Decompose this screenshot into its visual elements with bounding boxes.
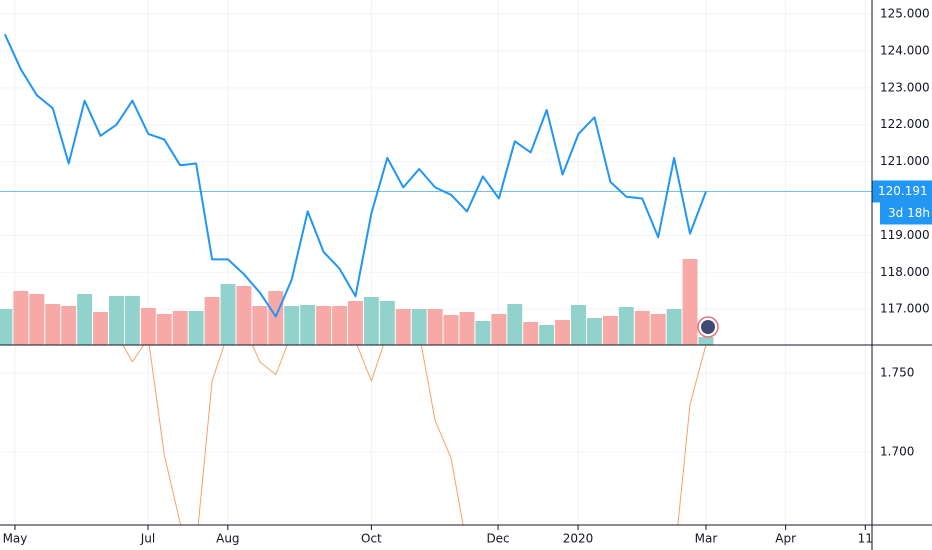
volume-bar (698, 337, 714, 345)
volume-bar (268, 291, 284, 345)
volume-bar (61, 306, 77, 345)
volume-bar (0, 309, 13, 345)
y-tick-label: 122.000 (880, 117, 930, 131)
y-tick-label: 118.000 (880, 265, 930, 279)
y-tick-label: 123.000 (880, 80, 930, 94)
x-tick-label: Mar (695, 532, 718, 546)
x-tick-label: Apr (775, 532, 796, 546)
volume-bar (347, 301, 363, 345)
volume-bar (124, 296, 140, 345)
volume-bar (682, 259, 698, 345)
volume-bar (140, 308, 156, 345)
countdown-label: 3d 18h (888, 206, 930, 220)
volume-bar (411, 309, 427, 345)
axes: 117.000 118.000 119.000 121.000 122.000 123.0… (3, 7, 932, 546)
y-tick-label: 119.000 (880, 228, 930, 242)
volume-bar (491, 314, 507, 345)
volume-bar (188, 311, 204, 345)
volume-bar (93, 312, 109, 345)
last-price-label: 120.191 (878, 184, 928, 198)
volume-bar (204, 297, 220, 345)
volume-bar (666, 309, 682, 345)
volume-bar (586, 318, 602, 345)
y-tick-label: 124.000 (880, 43, 930, 57)
x-tick-label: 11 (858, 532, 873, 546)
volume-bar (363, 297, 379, 345)
volume-bar (523, 322, 539, 345)
price-pane (0, 0, 872, 345)
volume-bar (602, 316, 618, 345)
series-line (3, 33, 707, 318)
volume-bar (395, 309, 411, 345)
indicator-pane (0, 345, 872, 525)
volume-bar (220, 284, 236, 345)
volume-bar (29, 294, 45, 345)
volume-bar (618, 307, 634, 345)
x-tick-label: Aug (216, 532, 239, 546)
volume-bar (109, 296, 124, 345)
volume-bar (571, 305, 586, 345)
y-tick-label: 1.700 (880, 444, 914, 458)
volume-bar (332, 306, 347, 345)
x-tick-label: 2020 (563, 532, 594, 546)
volume-bar (443, 315, 459, 345)
volume-bar (634, 311, 650, 345)
volume-bar (13, 291, 29, 345)
x-tick-label: Oct (361, 532, 382, 546)
volume-bar (379, 301, 395, 345)
volume-bar (45, 304, 61, 345)
x-tick-label: Dec (486, 532, 509, 546)
x-tick-label: May (3, 532, 28, 546)
series-line (122, 345, 707, 525)
volume-bar (507, 304, 523, 345)
volume-bar (284, 306, 300, 345)
volume-bar (427, 309, 443, 345)
volume-bar (316, 306, 332, 345)
y-tick-label: 125.000 (880, 7, 930, 21)
volume-bar (156, 314, 172, 345)
volume-bar (172, 311, 188, 345)
x-tick-label: Jul (140, 532, 155, 546)
volume-bar (77, 294, 93, 345)
volume-bar (555, 320, 571, 345)
y-tick-label: 117.000 (880, 302, 930, 316)
volume-bar (539, 325, 555, 345)
volume-bar (475, 321, 491, 345)
volume-bar (650, 314, 666, 345)
y-tick-label: 121.000 (880, 154, 930, 168)
volume-bar (459, 312, 475, 345)
y-tick-label: 1.750 (880, 365, 914, 379)
last-price-box (872, 180, 932, 203)
event-icon-core (701, 320, 715, 334)
volume-bar (252, 306, 268, 345)
volume-bar (236, 286, 252, 345)
volume-bar (300, 305, 316, 345)
countdown-box (880, 202, 932, 225)
